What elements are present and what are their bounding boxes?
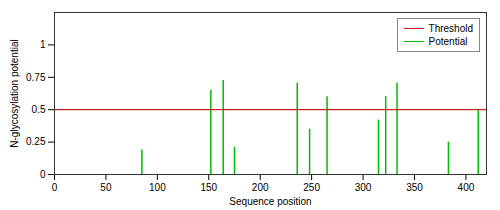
svg-text:0.75: 0.75 <box>26 72 46 83</box>
svg-text:400: 400 <box>458 182 475 193</box>
svg-text:200: 200 <box>252 182 269 193</box>
svg-text:250: 250 <box>303 182 320 193</box>
svg-text:0: 0 <box>40 169 46 180</box>
svg-text:0: 0 <box>52 182 58 193</box>
svg-text:300: 300 <box>355 182 372 193</box>
svg-text:100: 100 <box>149 182 166 193</box>
svg-text:0.5: 0.5 <box>32 104 46 115</box>
html-text:Threshold: Threshold <box>428 23 473 34</box>
svg-text:1: 1 <box>40 39 46 50</box>
svg-text:Sequence position: Sequence position <box>229 196 311 207</box>
html-text:Potential: Potential <box>428 36 468 47</box>
svg-text:0.25: 0.25 <box>26 136 46 147</box>
svg-text:50: 50 <box>100 182 112 193</box>
svg-text:150: 150 <box>200 182 217 193</box>
svg-text:N-glycosylation potential: N-glycosylation potential <box>9 39 20 147</box>
svg-text:350: 350 <box>406 182 423 193</box>
